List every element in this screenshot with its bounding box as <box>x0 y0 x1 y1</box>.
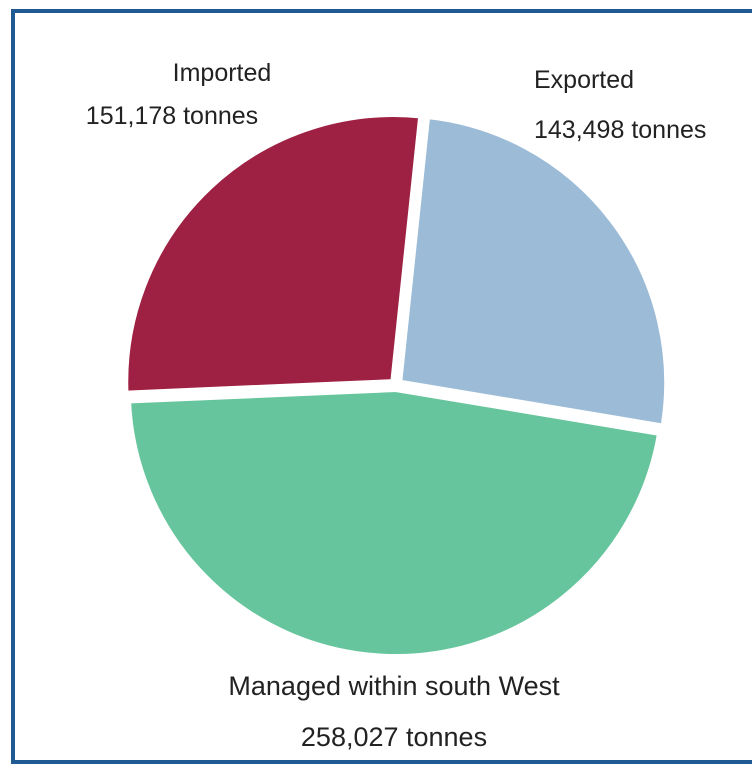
slice-label-managed: Managed within south West <box>228 671 560 701</box>
slice-value-exported: 143,498 tonnes <box>534 116 706 144</box>
pie-slice-imported <box>122 111 425 397</box>
pie-slice-exported <box>395 112 671 431</box>
slice-value-managed: 258,027 tonnes <box>301 722 487 752</box>
pie-slices <box>122 111 671 660</box>
pie-slice-managed <box>124 385 664 660</box>
slice-label-exported: Exported <box>534 66 634 94</box>
slice-label-imported: Imported <box>173 59 272 87</box>
slice-value-imported: 151,178 tonnes <box>86 102 258 130</box>
